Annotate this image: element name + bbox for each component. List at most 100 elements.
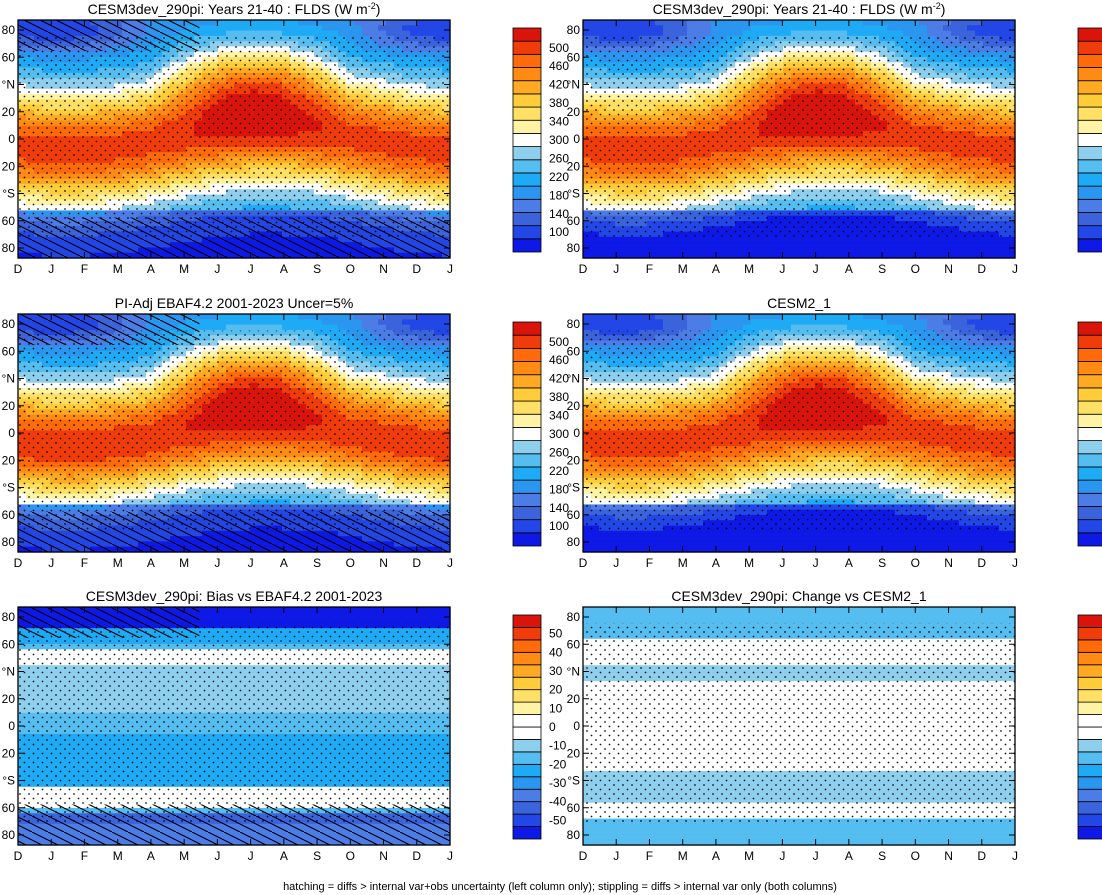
- heatmap-cell: [735, 242, 744, 249]
- heatmap-cell: [831, 25, 840, 32]
- heatmap-cell: [250, 30, 259, 37]
- heatmap-cell: [839, 20, 848, 26]
- heatmap-cell: [655, 25, 664, 32]
- heatmap-cell: [703, 25, 712, 32]
- y-tick-label: 0: [573, 132, 580, 146]
- heatmap-cell: [306, 20, 315, 26]
- colorbar-swatch: [1077, 146, 1102, 161]
- heatmap-cell: [951, 247, 960, 254]
- heatmap-cell: [631, 20, 640, 26]
- heatmap-cell: [623, 20, 632, 26]
- heatmap-cell: [591, 242, 600, 249]
- heatmap-cell: [266, 30, 275, 37]
- x-tick-label: A: [845, 262, 853, 276]
- heatmap-cell: [759, 20, 768, 26]
- heatmap-cell: [943, 242, 952, 249]
- panels: CESM3dev_290pi: Years 21-40 : FLDS (W m-…: [2, 1, 1102, 863]
- heatmap-cell: [623, 247, 632, 254]
- heatmap-cell: [823, 242, 832, 249]
- x-tick-label: M: [744, 262, 754, 276]
- heatmap-cell: [623, 25, 632, 32]
- colorbar-swatch: [1077, 225, 1102, 240]
- colorbar-label: 300: [549, 133, 569, 147]
- heatmap-cell: [743, 247, 752, 254]
- heatmap-cell: [767, 247, 776, 254]
- heatmap-cell: [250, 20, 259, 26]
- colorbar-swatch: [1077, 106, 1102, 121]
- heatmap-cell: [951, 236, 960, 243]
- heatmap-cell: [743, 20, 752, 26]
- heatmap-cell: [879, 247, 888, 254]
- y-tick-label: 0: [8, 132, 15, 146]
- heatmap-cell: [623, 242, 632, 249]
- heatmap-cell: [967, 30, 976, 37]
- heatmap-cell: [434, 25, 443, 32]
- heatmap-cell: [615, 236, 624, 243]
- heatmap-cell: [442, 25, 451, 32]
- heatmap-cell: [799, 247, 808, 254]
- heatmap-cell: [599, 252, 608, 259]
- heatmap-cell: [951, 242, 960, 249]
- heatmap-cell: [418, 25, 427, 32]
- heatmap-cell: [887, 25, 896, 32]
- heatmap-cell: [599, 236, 608, 243]
- heatmap-cell: [959, 30, 968, 37]
- heatmap-cell: [903, 242, 912, 249]
- heatmap-cell: [695, 236, 704, 243]
- heatmap-cell: [791, 242, 800, 249]
- heatmap-cell: [807, 242, 816, 249]
- heatmap-cell: [735, 30, 744, 37]
- heatmap-cell: [799, 30, 808, 37]
- heatmap-cell: [687, 25, 696, 32]
- heatmap-cell: [234, 25, 243, 32]
- heatmap-cell: [887, 20, 896, 26]
- heatmap-cell: [615, 252, 624, 259]
- colorbar-label: 140: [549, 207, 569, 221]
- heatmap-cell: [599, 30, 608, 37]
- heatmap-cell: [314, 20, 323, 26]
- colorbar-swatch: [512, 133, 542, 147]
- heatmap-cell: [751, 25, 760, 32]
- heatmap-cell: [695, 25, 704, 32]
- heatmap-cell: [847, 236, 856, 243]
- heatmap-cell: [591, 247, 600, 254]
- heatmap-cell: [919, 242, 928, 249]
- heatmap-cell: [775, 242, 784, 249]
- heatmap-cell: [919, 25, 928, 32]
- heatmap-cell: [727, 236, 736, 243]
- heatmap-cell: [959, 25, 968, 32]
- heatmap-cell: [727, 30, 736, 37]
- y-tick-label: 80: [567, 23, 581, 37]
- colorbar-label: 460: [549, 59, 569, 73]
- heatmap-cell: [410, 20, 419, 26]
- heatmap-cell: [234, 20, 243, 26]
- heatmap-cell: [895, 247, 904, 254]
- heatmap-cell: [975, 20, 984, 26]
- heatmap-cell: [290, 25, 299, 32]
- heatmap-cell: [735, 20, 744, 26]
- x-tick-label: O: [911, 262, 920, 276]
- heatmap-cell: [895, 242, 904, 249]
- heatmap-cell: [218, 20, 227, 26]
- heatmap-cell: [266, 25, 275, 32]
- heatmap-cell: [759, 25, 768, 32]
- heatmap-cell: [823, 30, 832, 37]
- heatmap-cell: [615, 25, 624, 32]
- colorbar-swatch: [1077, 119, 1102, 134]
- heatmap-cell: [895, 236, 904, 243]
- heatmap-cell: [647, 242, 656, 249]
- heatmap-cell: [607, 20, 616, 26]
- heatmap-cell: [306, 30, 315, 37]
- heatmap-cell: [863, 242, 872, 249]
- heatmap-cell: [418, 20, 427, 26]
- heatmap-cell: [330, 30, 339, 37]
- heatmap-cell: [751, 236, 760, 243]
- panel-p1: CESM3dev_290pi: Years 21-40 : FLDS (W m-…: [2, 1, 570, 276]
- heatmap-cell: [791, 236, 800, 243]
- heatmap-cell: [615, 20, 624, 26]
- heatmap-cell: [735, 236, 744, 243]
- heatmap-cell: [999, 242, 1008, 249]
- heatmap-cell: [999, 236, 1008, 243]
- heatmap-cell: [679, 247, 688, 254]
- colorbar-swatch: [1077, 212, 1102, 227]
